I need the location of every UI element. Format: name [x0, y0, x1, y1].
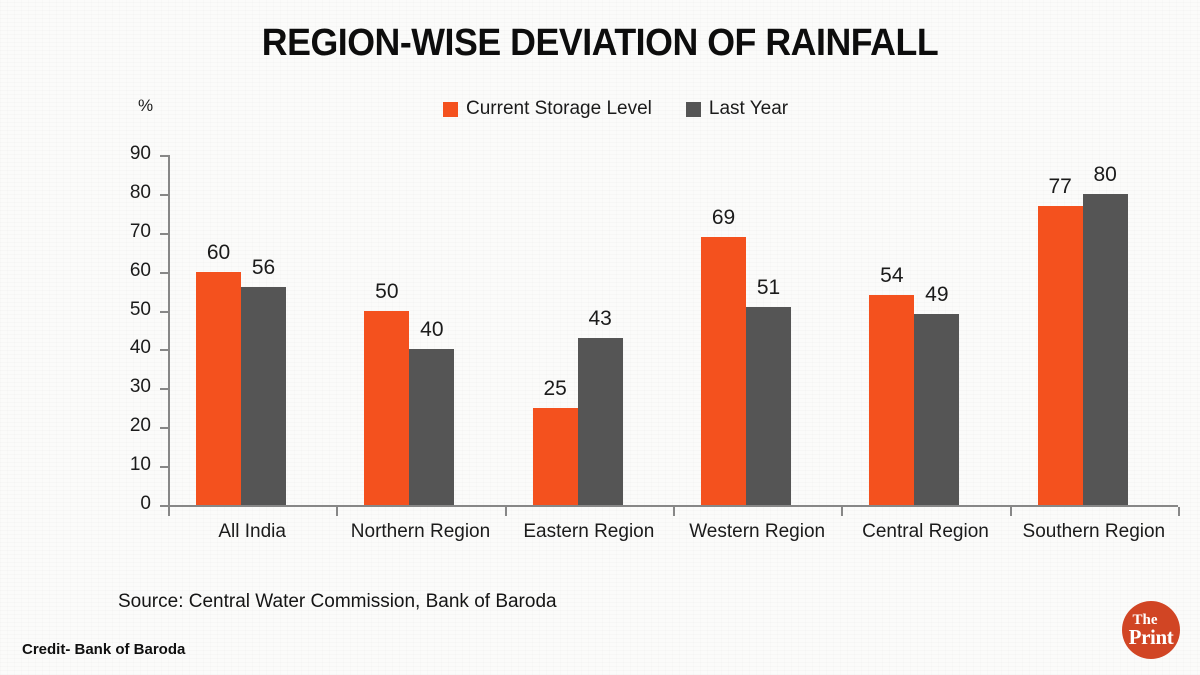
y-axis-tick: 0	[140, 493, 168, 514]
logo-line-print: Print	[1128, 624, 1174, 649]
y-axis-tick-label: 20	[129, 415, 151, 437]
bar-value-label: 49	[925, 283, 949, 307]
x-axis-category-label: Eastern Region	[523, 521, 655, 542]
page-title: REGION-WISE DEVIATION OF RAINFALL	[261, 22, 939, 64]
y-axis-line	[168, 155, 170, 505]
bar-group: 77 80	[1010, 155, 1178, 505]
credit-note: Credit- Bank of Baroda	[22, 641, 186, 658]
bar[interactable]: 50	[364, 280, 410, 505]
bar[interactable]: 56	[241, 256, 286, 505]
y-axis-tick-label: 30	[129, 376, 151, 398]
x-axis-tick	[841, 507, 844, 516]
bar-group: 60 56	[168, 155, 336, 505]
legend-label: Last Year	[708, 98, 789, 119]
legend-swatch-icon	[685, 101, 701, 117]
source-note: Source: Central Water Commission, Bank o…	[118, 591, 557, 612]
x-axis-line	[160, 505, 1178, 507]
bar-value-label: 54	[880, 264, 904, 287]
x-axis-tick	[1009, 507, 1012, 516]
legend-swatch-icon	[443, 101, 458, 117]
bar[interactable]: 40	[409, 318, 455, 505]
y-axis-tick: 30	[130, 376, 168, 397]
bar-group: 25 43	[505, 155, 673, 505]
chart-legend: Current Storage Level Last Year	[443, 98, 788, 120]
y-axis-tick-label: 70	[129, 220, 151, 242]
x-axis-category-label: Western Region	[689, 521, 826, 542]
bar[interactable]: 49	[914, 283, 960, 505]
legend-item-current-storage-level[interactable]: Current Storage Level	[443, 98, 652, 120]
bar[interactable]: 69	[701, 206, 746, 505]
y-axis-unit-label: %	[138, 96, 154, 115]
y-axis-tick-label: 0	[140, 493, 151, 514]
bar-group: 50 40	[336, 155, 504, 505]
y-axis-tick-label: 40	[129, 337, 151, 359]
x-axis-tick	[1178, 507, 1180, 516]
bar-value-label: 80	[1093, 162, 1117, 186]
y-axis-tick: 90	[130, 143, 168, 164]
theprint-logo[interactable]: The Print	[1122, 601, 1180, 659]
bar-value-label: 43	[588, 306, 612, 330]
y-axis-tick: 20	[130, 415, 168, 436]
x-axis-category-label: Northern Region	[350, 521, 491, 542]
bar-group: 69 51	[673, 155, 841, 505]
bar-value-label: 50	[375, 279, 399, 303]
logo-line-the: The	[1132, 611, 1158, 628]
x-axis-category-label: All India	[218, 521, 286, 542]
y-axis-tick: 80	[130, 182, 168, 203]
bar-value-label: 51	[756, 275, 781, 299]
y-axis-tick-label: 60	[129, 259, 151, 281]
bar[interactable]: 51	[746, 276, 791, 505]
bar-value-label: 60	[206, 240, 231, 264]
bar-group: 54 49	[841, 155, 1009, 505]
x-axis-category-label: Southern Region	[1022, 521, 1166, 542]
bar[interactable]: 77	[1037, 175, 1083, 505]
y-axis-tick-label: 10	[129, 454, 151, 476]
y-axis-tick: 50	[130, 299, 168, 320]
y-axis-tick-label: 50	[129, 298, 151, 320]
bar[interactable]: 80	[1082, 163, 1128, 505]
bar[interactable]: 43	[577, 307, 623, 505]
y-axis-tick: 10	[130, 454, 168, 475]
bar-value-label: 25	[543, 376, 567, 400]
x-axis-tick	[504, 507, 507, 516]
legend-item-last-year[interactable]: Last Year	[685, 98, 789, 120]
bar-value-label: 56	[251, 256, 276, 280]
x-axis-tick	[673, 507, 675, 516]
bar-value-label: 69	[711, 205, 736, 229]
bar-value-label: 40	[420, 318, 444, 342]
bar-value-label: 77	[1048, 174, 1072, 198]
y-axis-tick-label: 80	[129, 181, 151, 203]
y-axis-tick-label: 90	[129, 143, 151, 164]
y-axis-tick: 70	[130, 221, 168, 242]
bar[interactable]: 60	[196, 241, 241, 505]
x-axis-tick	[336, 507, 339, 516]
x-axis-category-label: Central Region	[862, 521, 989, 542]
bar[interactable]: 25	[532, 377, 578, 505]
legend-label: Current Storage Level	[466, 98, 652, 119]
x-axis-tick	[168, 507, 170, 516]
y-axis-tick: 60	[130, 260, 168, 281]
plot-area: 0 10 20 30 40 50 60 70 80 90 60 56 50 40 25 43 69 51 54 49…	[130, 143, 1180, 542]
bar[interactable]: 54	[869, 264, 915, 505]
y-axis-tick: 40	[130, 337, 168, 358]
